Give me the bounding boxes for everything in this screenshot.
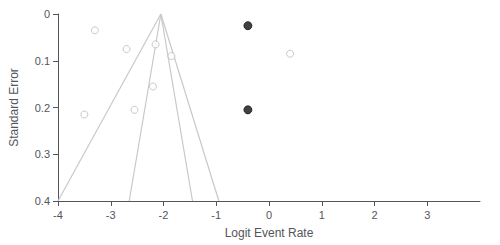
svg-text:2: 2 bbox=[371, 209, 377, 221]
svg-text:-4: -4 bbox=[53, 209, 63, 221]
svg-text:0.4: 0.4 bbox=[35, 195, 50, 207]
svg-text:0.1: 0.1 bbox=[35, 55, 50, 67]
svg-text:Standard Error: Standard Error bbox=[7, 68, 21, 147]
svg-text:0: 0 bbox=[44, 8, 50, 20]
svg-text:3: 3 bbox=[424, 209, 430, 221]
svg-text:Logit Event Rate: Logit Event Rate bbox=[225, 226, 314, 240]
svg-text:-2: -2 bbox=[159, 209, 169, 221]
svg-text:-3: -3 bbox=[106, 209, 116, 221]
svg-text:0.3: 0.3 bbox=[35, 148, 50, 160]
svg-text:0: 0 bbox=[266, 209, 272, 221]
svg-text:0.2: 0.2 bbox=[35, 102, 50, 114]
svg-text:-1: -1 bbox=[211, 209, 221, 221]
svg-text:1: 1 bbox=[319, 209, 325, 221]
